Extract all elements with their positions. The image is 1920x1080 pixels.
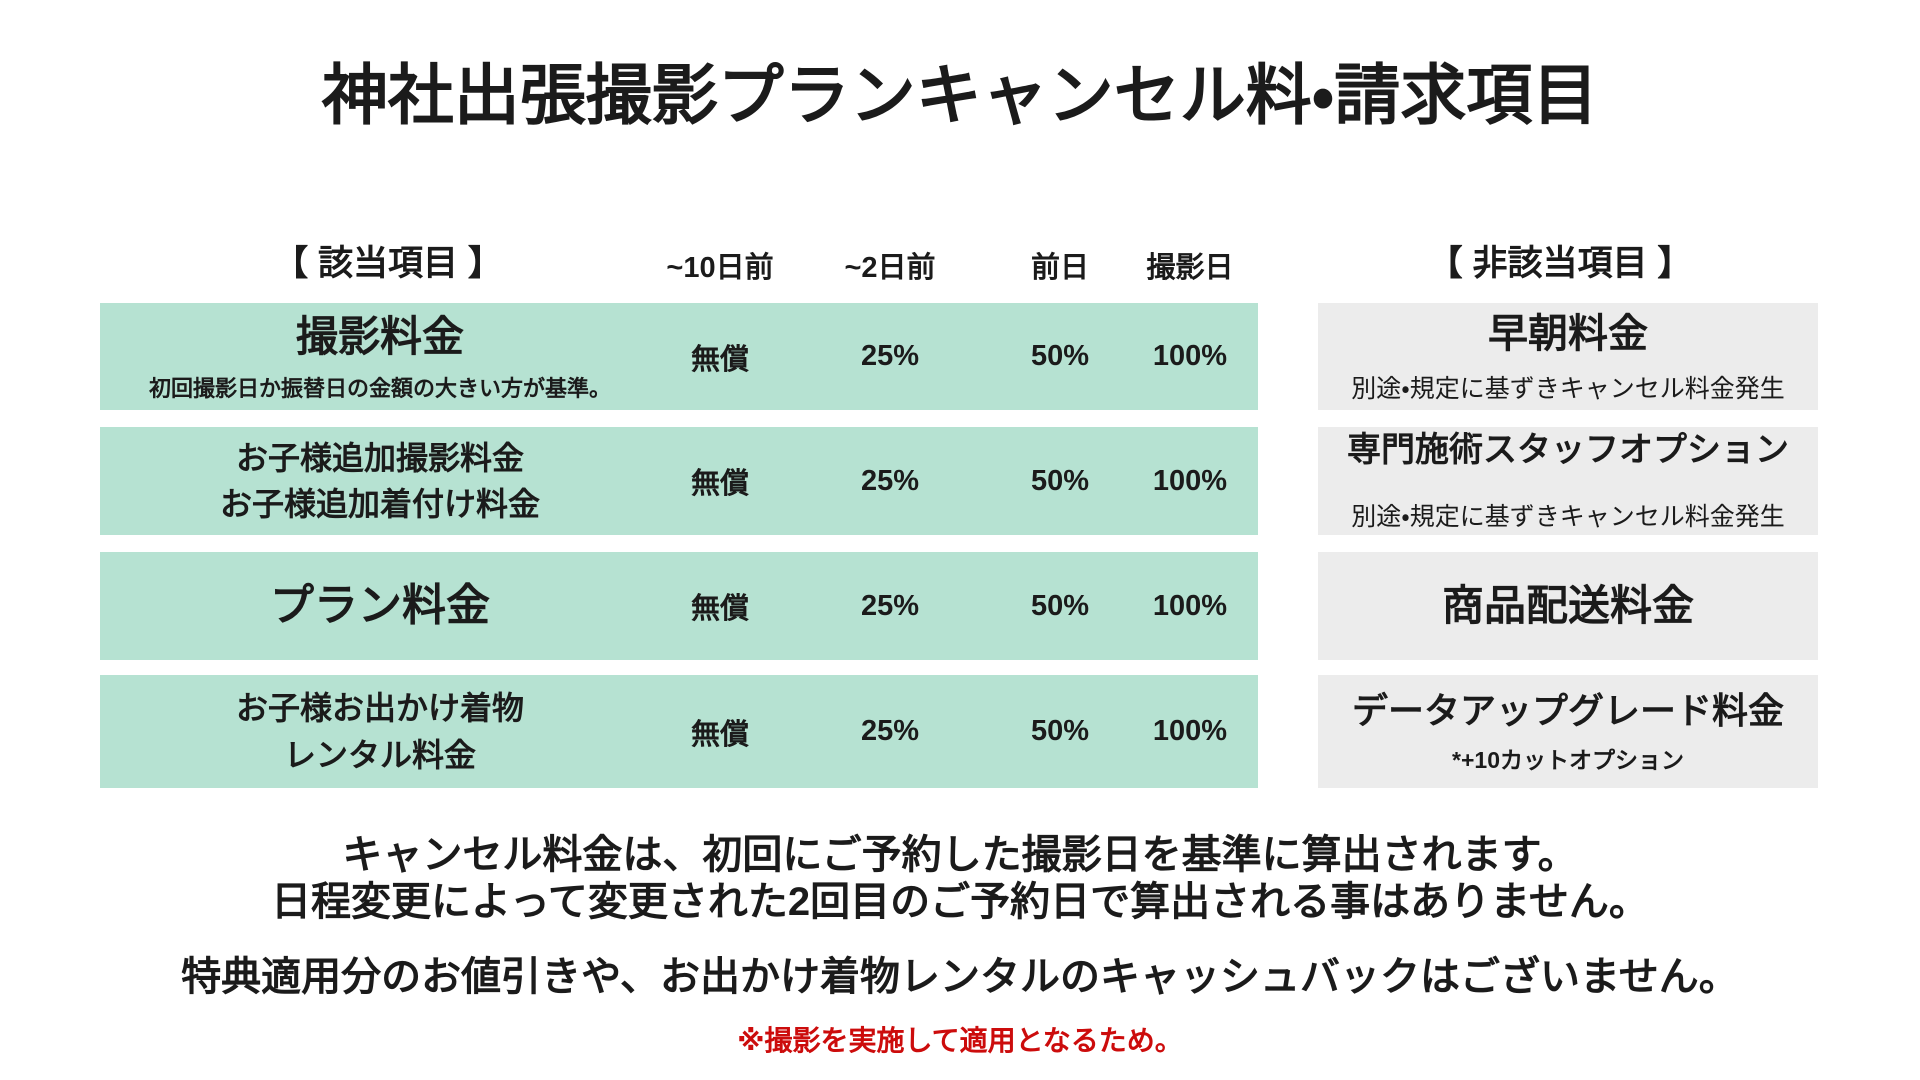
fee-value: 無償 — [690, 593, 749, 625]
row-label-line-2: レンタル料金 — [283, 736, 476, 773]
fee-value: 50% — [1030, 715, 1090, 747]
fee-value: 50% — [1030, 589, 1090, 622]
non-applicable-cell: 商品配送料金 — [1318, 552, 1818, 660]
fee-value: 50% — [1030, 340, 1090, 372]
row-label: プラン料金 — [270, 581, 490, 631]
column-header-10days-before: ~10日前 — [666, 252, 774, 284]
row-label-line-1: お子様お出かけ着物 — [235, 690, 524, 727]
table-row-shooting-fee: 撮影料金 初回撮影日か振替日の金額の大きい方が基準。 無償 25% 50% 10… — [100, 303, 1258, 410]
non-applicable-sublabel: 別途・規定に基ずきキャンセル料金発生 — [1351, 374, 1785, 403]
note-red-disclaimer: ※撮影を実施して適用となるため。 — [737, 1025, 1183, 1056]
column-header-2days-before: ~2日前 — [844, 252, 936, 284]
row-label: お子様追加撮影料金 お子様追加着付け料金 — [220, 435, 540, 528]
fee-value: 25% — [860, 715, 920, 747]
non-applicable-label: 専門施術スタッフオプション — [1347, 430, 1789, 469]
row-label-line-1: お子様追加撮影料金 — [235, 439, 524, 476]
non-applicable-label: データアップグレード料金 — [1351, 690, 1784, 731]
row-label-line-2: お子様追加着付け料金 — [219, 486, 540, 522]
non-applicable-label: 早朝料金 — [1488, 311, 1648, 356]
table-row-kimono-rental-fee: お子様お出かけ着物 レンタル料金 無償 25% 50% 100% — [100, 675, 1258, 788]
fee-value: 100% — [1152, 340, 1228, 372]
fee-value: 無償 — [690, 343, 749, 376]
fee-value: 100% — [1152, 464, 1228, 497]
row-sublabel: 初回撮影日か振替日の金額の大きい方が基準。 — [148, 376, 611, 402]
table-row-plan-fee: プラン料金 無償 25% 50% 100% — [100, 552, 1258, 660]
fee-value: 25% — [860, 589, 920, 622]
column-header-shoot-day: 撮影日 — [1146, 252, 1234, 284]
fee-value: 100% — [1152, 589, 1228, 622]
fee-value: 無償 — [690, 718, 749, 751]
non-applicable-cell: データアップグレード料金 *+10カットオプション — [1318, 675, 1818, 788]
page-title: 神社出張撮影プランキャンセル料・請求項目 — [321, 58, 1599, 132]
row-label: 撮影料金 — [295, 312, 464, 360]
note-line-2: 日程変更によって変更された2回目のご予約日で算出される事はありません。 — [271, 880, 1649, 924]
note-line-3: 特典適用分のお値引きや、お出かけ着物レンタルのキャッシュバックはございません。 — [181, 955, 1739, 999]
non-applicable-item-product-delivery-fee: 商品配送料金 — [1318, 552, 1818, 660]
non-applicable-sublabel: *+10カットオプション — [1452, 747, 1684, 773]
column-header-day-before: 前日 — [1030, 252, 1089, 284]
non-applicable-item-data-upgrade-fee: データアップグレード料金 *+10カットオプション — [1318, 675, 1818, 788]
fee-value: 無償 — [690, 468, 749, 500]
fee-value: 25% — [860, 340, 920, 372]
non-applicable-item-early-morning-fee: 早朝料金 別途・規定に基ずきキャンセル料金発生 — [1318, 303, 1818, 410]
fee-value: 50% — [1030, 464, 1090, 497]
not-applicable-items-header: 【 非該当項目 】 — [1427, 244, 1693, 283]
row-label-cell: プラン料金 — [100, 552, 660, 660]
non-applicable-label: 商品配送料金 — [1441, 581, 1694, 629]
applicable-items-header: 【 該当項目 】 — [273, 244, 503, 283]
fee-value: 25% — [860, 464, 920, 497]
non-applicable-item-specialist-staff-option: 専門施術スタッフオプション 別途・規定に基ずきキャンセル料金発生 — [1318, 427, 1818, 535]
table-row-child-additional-fee: お子様追加撮影料金 お子様追加着付け料金 無償 25% 50% 100% — [100, 427, 1258, 535]
non-applicable-cell: 早朝料金 別途・規定に基ずきキャンセル料金発生 — [1318, 303, 1818, 410]
non-applicable-sublabel: 別途・規定に基ずきキャンセル料金発生 — [1351, 503, 1785, 532]
non-applicable-cell: 専門施術スタッフオプション 別途・規定に基ずきキャンセル料金発生 — [1318, 427, 1818, 535]
footer-notes: キャンセル料金は、初回にご予約した撮影日を基準に算出されます。 日程変更によって… — [0, 832, 1920, 1059]
note-line-1: キャンセル料金は、初回にご予約した撮影日を基準に算出されます。 — [342, 833, 1578, 877]
row-label-cell: お子様追加撮影料金 お子様追加着付け料金 — [100, 427, 660, 535]
fee-value: 100% — [1152, 715, 1228, 747]
row-label: お子様お出かけ着物 レンタル料金 — [236, 685, 524, 778]
row-label-cell: 撮影料金 初回撮影日か振替日の金額の大きい方が基準。 — [100, 303, 660, 410]
row-label-cell: お子様お出かけ着物 レンタル料金 — [100, 675, 660, 788]
